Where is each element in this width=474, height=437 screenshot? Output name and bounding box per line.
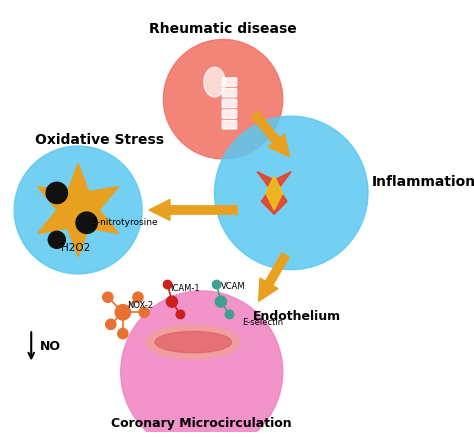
Text: Inflammation: Inflammation <box>372 175 474 189</box>
Circle shape <box>118 329 128 339</box>
Polygon shape <box>257 172 291 214</box>
Circle shape <box>164 280 172 289</box>
FancyBboxPatch shape <box>222 110 237 118</box>
Text: 3-nitrotyrosine: 3-nitrotyrosine <box>91 218 157 227</box>
Ellipse shape <box>155 331 232 353</box>
Text: Rheumatic disease: Rheumatic disease <box>149 22 297 36</box>
Circle shape <box>76 212 97 233</box>
Circle shape <box>166 296 177 307</box>
Circle shape <box>115 305 130 320</box>
Polygon shape <box>265 176 283 210</box>
Circle shape <box>215 296 227 307</box>
Text: H2O2: H2O2 <box>61 243 91 253</box>
Circle shape <box>212 280 221 289</box>
Circle shape <box>48 231 65 248</box>
Circle shape <box>46 182 67 204</box>
Circle shape <box>176 310 185 319</box>
FancyBboxPatch shape <box>222 121 237 129</box>
Text: NO: NO <box>40 340 61 353</box>
Circle shape <box>121 291 283 437</box>
Circle shape <box>225 310 234 319</box>
Circle shape <box>14 146 142 274</box>
Circle shape <box>164 39 283 159</box>
Circle shape <box>215 116 368 270</box>
Circle shape <box>139 307 149 317</box>
Text: NOX-2: NOX-2 <box>127 302 153 310</box>
Circle shape <box>106 319 116 329</box>
Text: ICAM-1: ICAM-1 <box>170 284 200 293</box>
Ellipse shape <box>146 325 240 359</box>
FancyBboxPatch shape <box>222 78 237 87</box>
FancyBboxPatch shape <box>222 88 237 97</box>
Text: VCAM: VCAM <box>221 282 246 291</box>
Circle shape <box>103 292 113 302</box>
Text: E-selectin: E-selectin <box>242 319 283 327</box>
Polygon shape <box>37 163 118 257</box>
Text: Coronary Microcirculation: Coronary Microcirculation <box>111 416 292 430</box>
Text: Endothelium: Endothelium <box>253 310 341 323</box>
Circle shape <box>133 292 143 302</box>
Ellipse shape <box>204 67 225 97</box>
Text: Oxidative Stress: Oxidative Stress <box>36 133 164 147</box>
FancyBboxPatch shape <box>222 99 237 108</box>
